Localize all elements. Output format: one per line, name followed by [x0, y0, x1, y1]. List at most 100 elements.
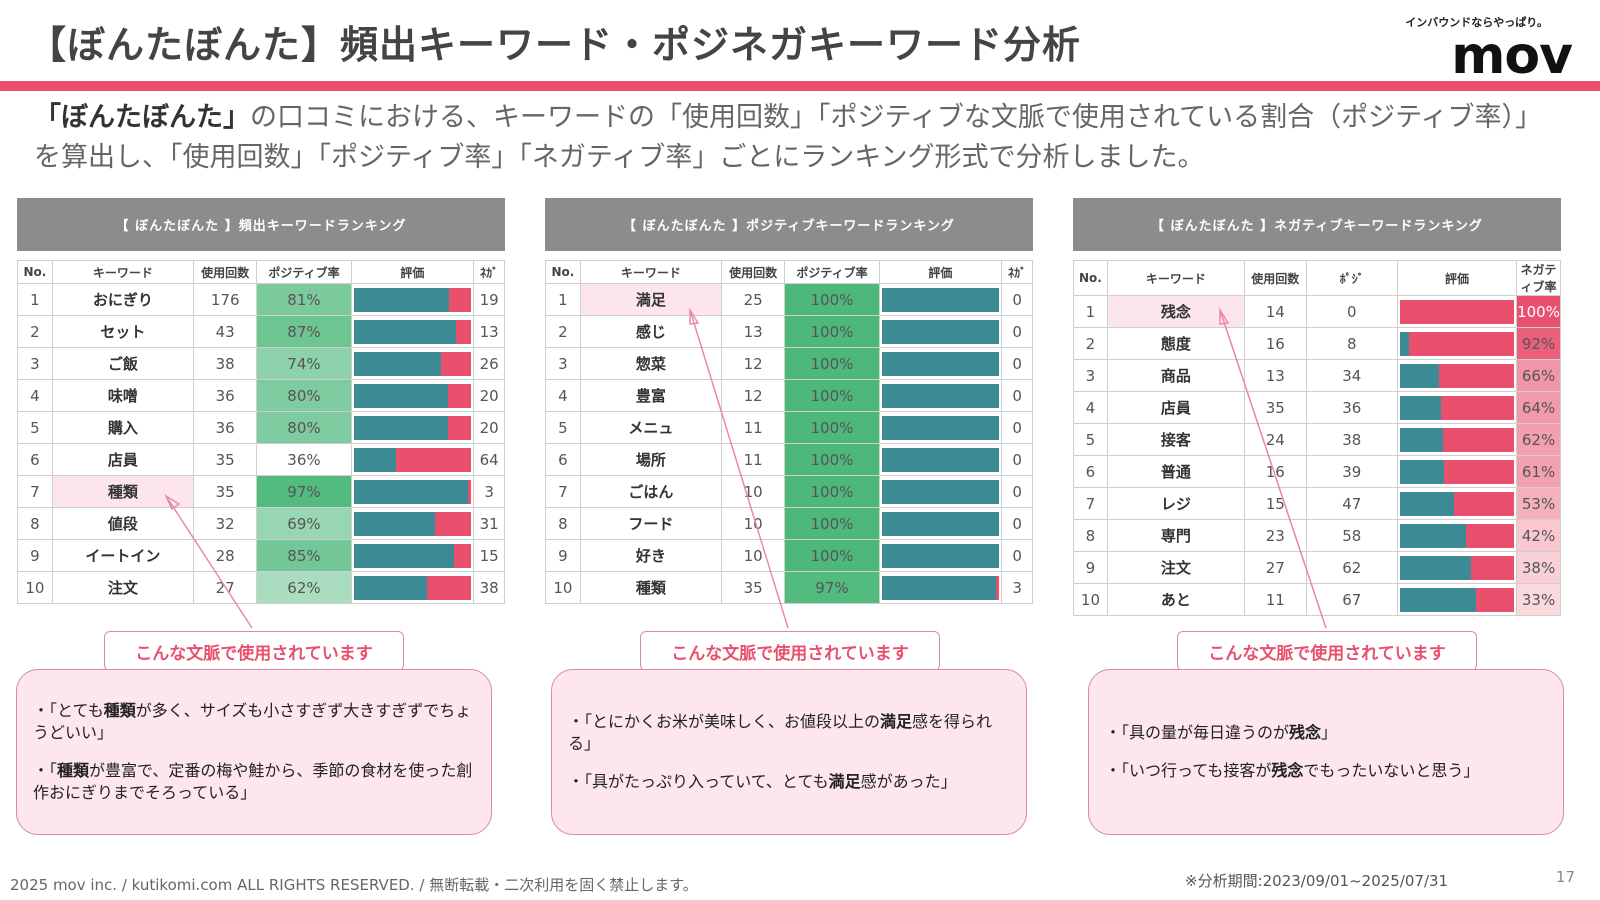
rating-bar [881, 415, 1000, 440]
negative-bar-segment [1438, 363, 1515, 388]
count-cell: 38 [192, 347, 258, 380]
rating-bar [1399, 523, 1515, 548]
table-row: 1 満足 25 100% 0 [545, 283, 1033, 316]
header-divider [0, 81, 1600, 91]
positive-bar-segment [353, 511, 435, 536]
table-row: 5 購入 36 80% 20 [17, 411, 505, 444]
rating-bar [1399, 395, 1515, 420]
negative-bar-segment [1399, 299, 1515, 324]
analysis-period: ※分析期間:2023/09/01~2025/07/31 [1185, 872, 1449, 890]
negative-bar-segment [1409, 331, 1515, 356]
ranking-table: No. キーワード 使用回数 ポジティブ率 評価 ﾈｶﾞ 1 満足 25 100% 0 2 感じ 13 10… [545, 260, 1033, 604]
positive-bar-segment [1399, 395, 1442, 420]
table-row: 4 豊富 12 100% 0 [545, 379, 1033, 412]
positive-bar-segment [1399, 363, 1439, 388]
positive-bar-segment [1399, 555, 1471, 580]
keyword-cell: フード [579, 507, 722, 540]
intro-body: の口コミにおける、キーワードの「使用回数」「ポジティブな文脈で使用されている割合… [34, 102, 1542, 173]
rating-bar-cell [350, 315, 475, 348]
table-row: 6 普通 16 39 61% [1073, 455, 1561, 488]
ranking-title: 【 ぼんたぼんた 】ネガティブキーワードランキング [1073, 198, 1561, 251]
quote-prefix: ・「とても [33, 701, 104, 720]
column-header: No. [545, 260, 581, 284]
table-row: 2 態度 16 8 92% [1073, 327, 1561, 360]
negative-count-cell: 3 [473, 475, 505, 508]
mov-logo: mov [1451, 26, 1573, 86]
positive-rate-cell: 62% [256, 571, 352, 604]
rating-bar [881, 511, 1000, 536]
rating-bar [881, 287, 1000, 312]
positive-bar-segment [353, 575, 427, 600]
quote-keyword: 種類 [57, 761, 90, 780]
negative-bar-segment [395, 447, 472, 472]
count-cell: 23 [1243, 519, 1307, 552]
positive-bar-segment [881, 479, 1000, 504]
table-row: 7 種類 35 97% 3 [17, 475, 505, 508]
rating-bar-cell [1396, 455, 1518, 488]
rating-bar-cell [878, 283, 1003, 316]
rating-bar [1399, 331, 1515, 356]
negative-count-cell: 3 [1001, 571, 1033, 604]
column-header: No. [1073, 260, 1108, 296]
negative-rate-cell: 33% [1516, 583, 1561, 616]
column-header: 使用回数 [192, 260, 258, 284]
rating-bar-cell [350, 539, 475, 572]
keyword-cell: 店員 [51, 443, 194, 476]
rank-number: 8 [545, 507, 581, 540]
keyword-cell: おにぎり [51, 283, 194, 316]
intro-brand: 「ぼんたぼんた」 [34, 102, 250, 133]
count-cell: 43 [192, 315, 258, 348]
rating-bar-cell [878, 507, 1003, 540]
keyword-cell: あと [1106, 583, 1245, 616]
negative-rate-cell: 64% [1516, 391, 1561, 424]
column-header: No. [17, 260, 53, 284]
count-cell: 13 [1243, 359, 1307, 392]
negative-rate-cell: 62% [1516, 423, 1561, 456]
count-cell: 35 [192, 475, 258, 508]
rating-bar [881, 543, 1000, 568]
positive-bar-segment [881, 575, 996, 600]
table-header-row: No. キーワード 使用回数 ポジティブ率 評価 ﾈｶﾞ [17, 260, 505, 284]
positive-count-cell: 67 [1305, 583, 1398, 616]
rating-bar [881, 319, 1000, 344]
positive-rate-cell: 100% [784, 283, 880, 316]
quote-suffix: が多く、サイズも小さすぎず大きすぎずでちょうどいい」 [33, 701, 472, 742]
negative-count-cell: 15 [473, 539, 505, 572]
page-title: 【ぼんたぼんた】頻出キーワード・ポジネガキーワード分析 [28, 23, 1082, 67]
positive-bar-segment [353, 447, 396, 472]
context-label-2: こんな文脈で使用されています [640, 631, 940, 671]
count-cell: 35 [192, 443, 258, 476]
rating-bar-cell [350, 411, 475, 444]
column-header: ﾈｶﾞ [1001, 260, 1033, 284]
rank-number: 3 [17, 347, 53, 380]
negative-bar-segment [440, 351, 472, 376]
positive-count-cell: 34 [1305, 359, 1398, 392]
count-cell: 176 [192, 283, 258, 316]
context-box-frequent: ・「とても種類 が多く、サイズも小さすぎず大きすぎずでちょうどいい」 ・「種類が豊富… [16, 669, 492, 835]
table-row: 10 あと 11 67 33% [1073, 583, 1561, 616]
positive-rate-cell: 69% [256, 507, 352, 540]
negative-count-cell: 20 [473, 379, 505, 412]
rank-number: 5 [1073, 423, 1108, 456]
table-row: 10 種類 35 97% 3 [545, 571, 1033, 604]
quote-prefix: ・「とにかくお米が美味しく、お値段以上の [568, 712, 881, 731]
rank-number: 4 [545, 379, 581, 412]
rating-bar-cell [878, 315, 1003, 348]
context-quote: ・「種類が豊富で、定番の梅や鮭から、季節の食材を使った創作おにぎりまでそろってい… [33, 760, 475, 804]
keyword-cell: 種類 [579, 571, 722, 604]
positive-bar-segment [353, 287, 449, 312]
negative-count-cell: 64 [473, 443, 505, 476]
rating-bar [353, 319, 472, 344]
positive-bar-segment [1399, 523, 1467, 548]
column-header: 評価 [878, 260, 1003, 284]
negative-count-cell: 0 [1001, 507, 1033, 540]
negative-rate-cell: 61% [1516, 455, 1561, 488]
count-cell: 11 [720, 411, 786, 444]
quote-keyword: 満足 [828, 772, 861, 791]
negative-count-cell: 0 [1001, 379, 1033, 412]
count-cell: 11 [1243, 583, 1307, 616]
negative-rate-cell: 38% [1516, 551, 1561, 584]
quote-suffix: でもったいないと思う」 [1303, 761, 1480, 780]
count-cell: 10 [720, 539, 786, 572]
